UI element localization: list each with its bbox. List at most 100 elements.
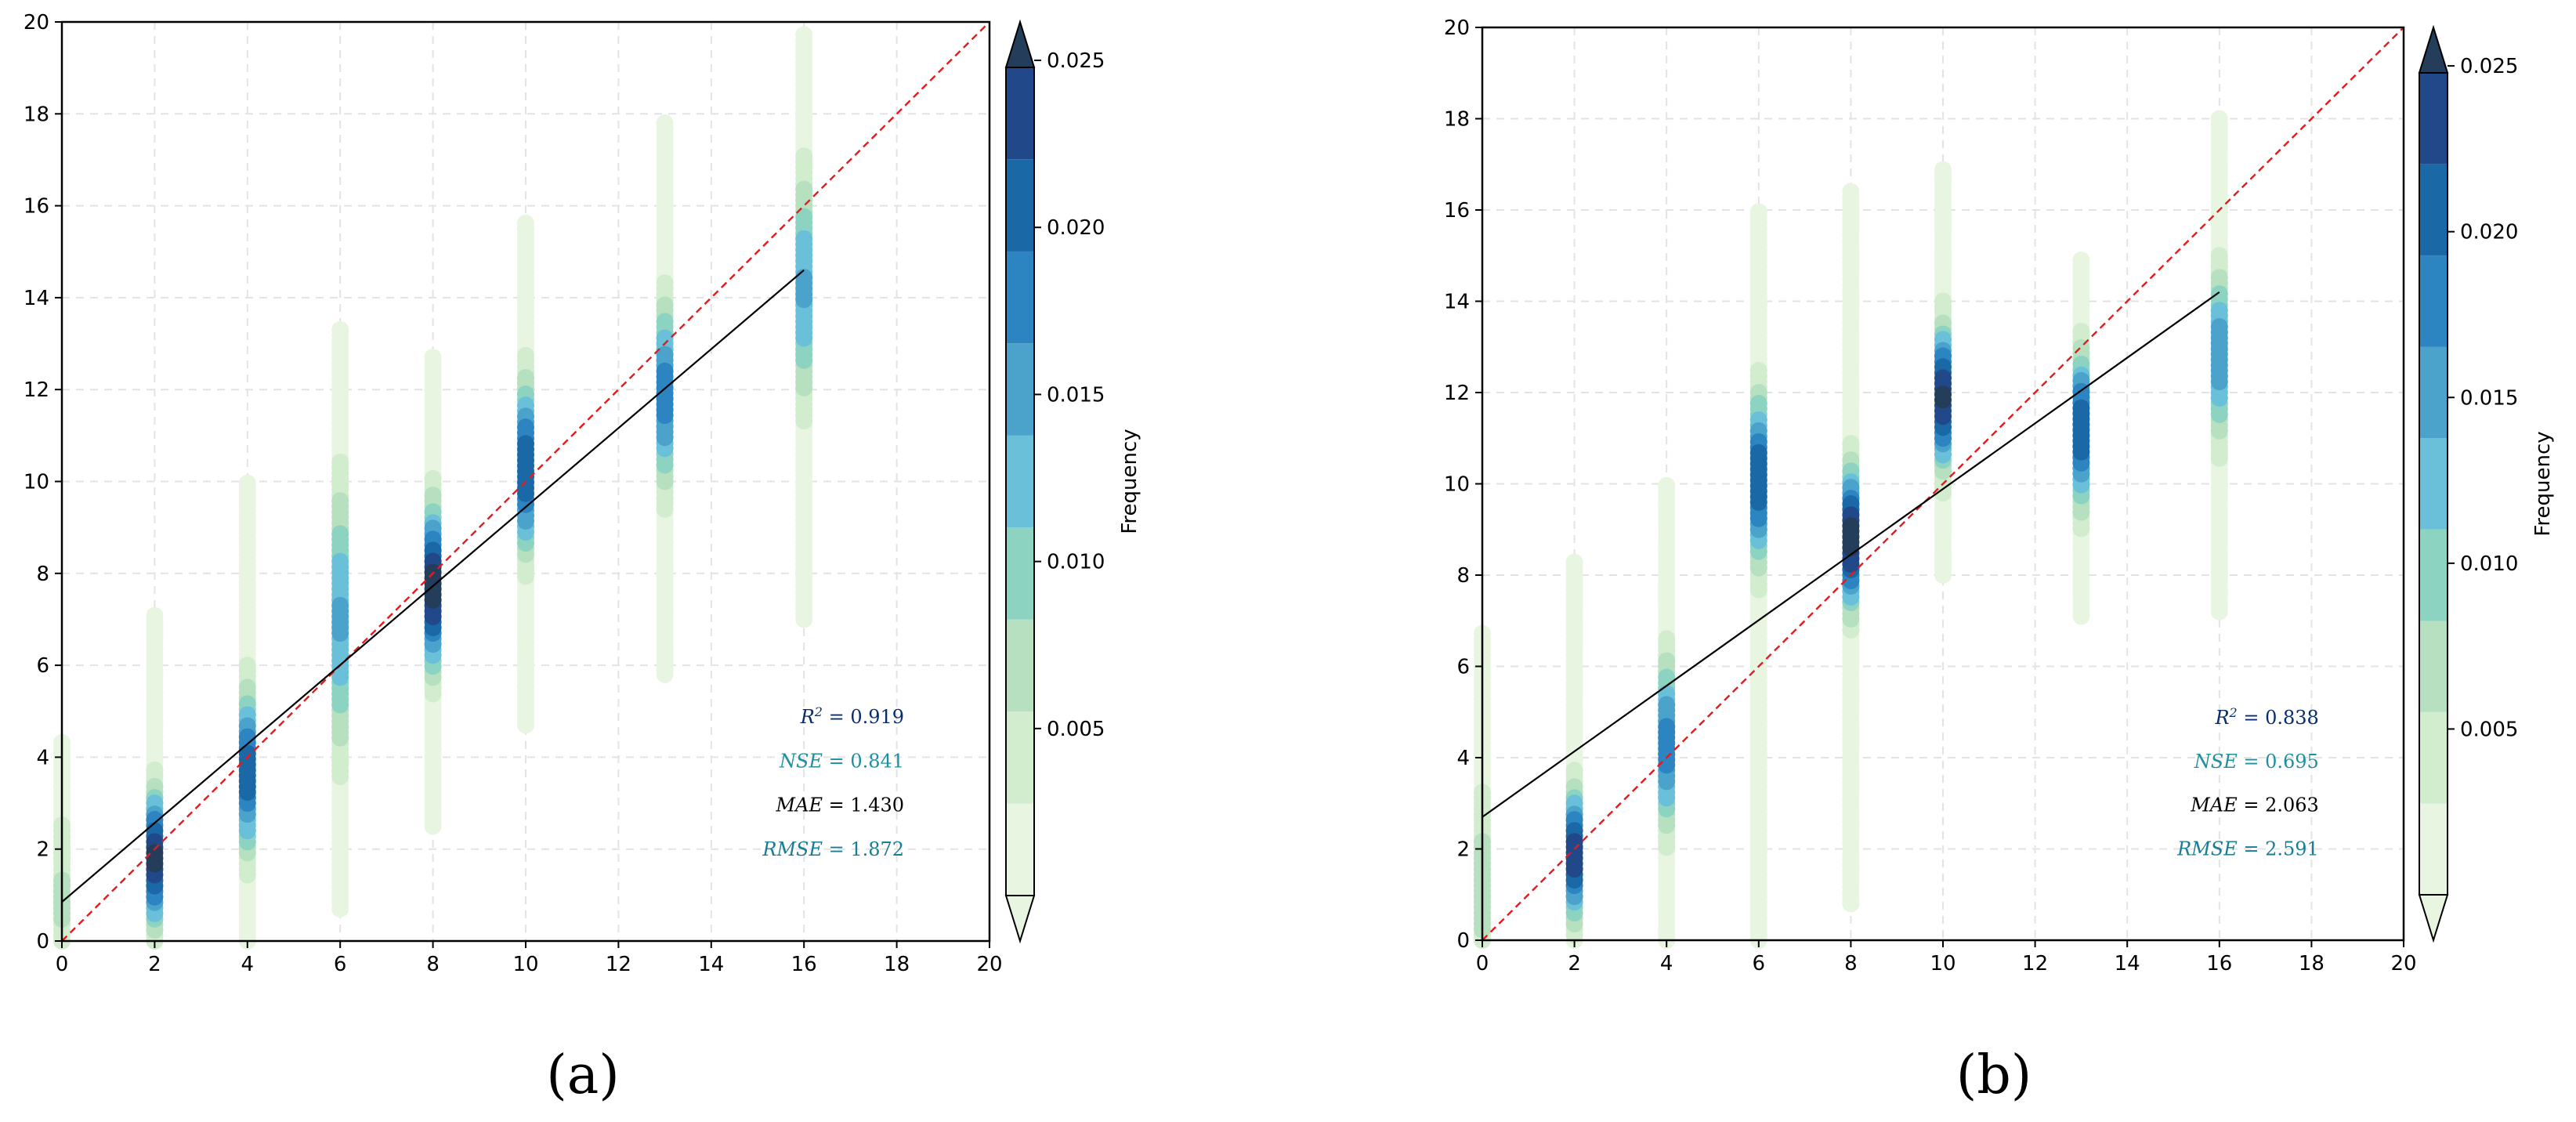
scatter-point <box>1749 471 1767 489</box>
colorbar-extend-low <box>2418 894 2449 943</box>
colorbar: 0.005 0.010 0.015 0.020 0.025 Frequency <box>1004 19 1141 944</box>
y-tick-label: 10 <box>1444 473 1470 497</box>
axis-ticks: 0 2 4 6 8 10 12 14 16 18 20 0 2 4 6 8 10 12 14 16 18 20 <box>1444 16 2417 975</box>
x-tick-label: 4 <box>241 953 255 976</box>
colorbar-tick-label: 0.025 <box>2460 55 2518 78</box>
scatter-point <box>146 849 164 867</box>
colorbar-band <box>2419 803 2448 895</box>
fit-line <box>1482 291 2220 818</box>
metric-nse: NSE = 0.841 <box>779 750 904 772</box>
colorbar: 0.005 0.010 0.015 0.020 0.025 Frequency <box>2418 24 2555 943</box>
x-tick-label: 0 <box>56 953 69 976</box>
y-tick-label: 14 <box>1444 291 1470 314</box>
colorbar-band <box>2419 529 2448 621</box>
colorbar-tick-label: 0.010 <box>1047 551 1105 574</box>
x-tick-label: 20 <box>976 953 1002 976</box>
colorbar-label: Frequency <box>2531 431 2555 536</box>
colorbar-tick-label: 0.020 <box>2460 221 2518 244</box>
metric-nse: NSE = 0.695 <box>2194 751 2319 773</box>
y-tick-label: 8 <box>1456 564 1470 588</box>
colorbar-frame <box>1005 67 1035 896</box>
colorbar-band <box>1006 803 1034 896</box>
y-tick-label: 18 <box>1444 108 1470 132</box>
colorbar-tick-label: 0.005 <box>2460 718 2518 741</box>
colorbar-band <box>2419 621 2448 712</box>
colorbar-band <box>2419 438 2448 530</box>
reference-lines <box>1482 27 2404 941</box>
x-tick-label: 18 <box>2299 952 2325 975</box>
y-tick-label: 12 <box>24 378 49 402</box>
x-tick-label: 10 <box>512 953 538 976</box>
scatter-point <box>238 761 256 779</box>
y-tick-label: 16 <box>24 195 49 219</box>
y-tick-label: 14 <box>24 287 49 310</box>
scatter-points <box>1474 110 2228 949</box>
y-tick-label: 16 <box>1444 199 1470 223</box>
metrics-annotation: R2 = 0.838 NSE = 0.695 MAE = 2.063 RMSE = 2… <box>2176 704 2319 860</box>
colorbar-band <box>2419 711 2448 804</box>
y-tick-label: 20 <box>1444 16 1470 40</box>
y-tick-label: 4 <box>1456 747 1470 770</box>
colorbar-extend-low <box>1004 895 1036 944</box>
colorbar-band <box>1006 619 1034 712</box>
x-tick-label: 2 <box>148 953 161 976</box>
y-tick-label: 2 <box>36 838 49 862</box>
colorbar-band <box>1006 343 1034 436</box>
x-tick-label: 16 <box>2206 952 2232 975</box>
x-tick-label: 12 <box>2022 952 2048 975</box>
colorbar-band <box>1006 527 1034 620</box>
x-tick-label: 10 <box>1930 952 1956 975</box>
y-tick-label: 18 <box>24 103 49 126</box>
colorbar-band <box>1006 67 1034 160</box>
x-tick-label: 4 <box>1660 952 1673 975</box>
panel-b: 0 2 4 6 8 10 12 14 16 18 20 0 2 4 6 8 10 12 14 16 18 20 R2 = … <box>1444 16 2555 1106</box>
scatter-point <box>1565 844 1583 862</box>
x-tick-label: 12 <box>606 953 631 976</box>
colorbar-band <box>2419 346 2448 439</box>
y-tick-label: 4 <box>36 746 49 769</box>
colorbar-tick-label: 0.015 <box>1047 383 1105 407</box>
metric-rmse: RMSE = 2.591 <box>2176 838 2319 860</box>
scatter-point <box>2210 346 2228 364</box>
panel-label: (a) <box>546 1044 620 1106</box>
scatter-point <box>2072 421 2090 439</box>
y-tick-label: 2 <box>1456 838 1470 862</box>
scatter-point <box>656 384 674 402</box>
x-tick-label: 8 <box>1844 952 1858 975</box>
colorbar-band <box>1006 435 1034 528</box>
identity-line <box>1482 27 2404 941</box>
colorbar-band <box>2419 255 2448 347</box>
x-tick-label: 0 <box>1476 952 1489 975</box>
scatter-points <box>53 26 813 950</box>
x-tick-label: 6 <box>1753 952 1766 975</box>
y-tick-label: 12 <box>1444 382 1470 405</box>
colorbar-tick-label: 0.025 <box>1047 49 1105 73</box>
y-tick-label: 0 <box>1456 929 1470 953</box>
metric-mae: MAE = 2.063 <box>2190 794 2319 816</box>
colorbar-tick-label: 0.020 <box>1047 216 1105 240</box>
x-tick-label: 14 <box>698 953 724 976</box>
y-tick-label: 8 <box>36 563 49 586</box>
colorbar-extend-high <box>1004 19 1036 68</box>
metric-rmse: RMSE = 1.872 <box>762 838 904 860</box>
y-tick-label: 6 <box>36 654 49 678</box>
scatter-point <box>424 580 442 598</box>
y-tick-label: 10 <box>24 471 49 494</box>
colorbar-band <box>2419 73 2448 165</box>
y-tick-label: 20 <box>24 11 49 34</box>
panel-a: 0 2 4 6 8 10 12 14 16 18 20 0 2 4 6 8 10 12 14 16 18 20 R2 = … <box>24 11 1141 1106</box>
colorbar-extend-high <box>2418 24 2449 74</box>
axis-ticks: 0 2 4 6 8 10 12 14 16 18 20 0 2 4 6 8 10 12 14 16 18 20 <box>24 11 1003 976</box>
x-tick-label: 6 <box>334 953 347 976</box>
colorbar-tick-label: 0.015 <box>2460 386 2518 410</box>
x-tick-label: 16 <box>791 953 817 976</box>
scatter-point <box>1842 528 1860 546</box>
colorbar-band <box>1006 251 1034 344</box>
colorbar-band <box>2419 164 2448 256</box>
y-tick-label: 0 <box>36 930 49 954</box>
metric-mae: MAE = 1.430 <box>776 794 905 816</box>
metric-r: R2 = 0.838 <box>2214 704 2318 729</box>
metric-r: R2 = 0.919 <box>800 704 904 728</box>
x-tick-label: 18 <box>884 953 910 976</box>
